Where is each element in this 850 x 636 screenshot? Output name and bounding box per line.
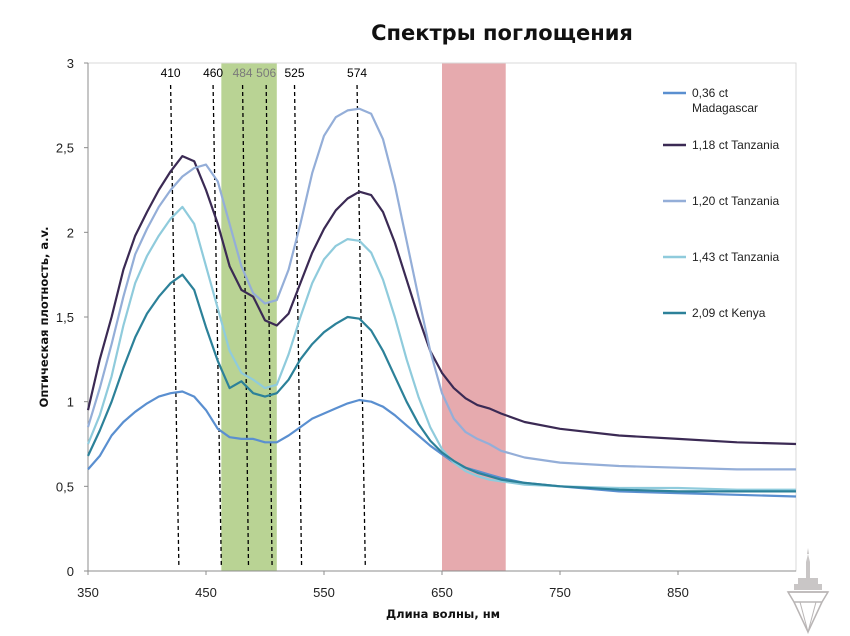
highlight-band-1	[442, 63, 506, 571]
legend-label-2: 1,20 ct Tanzania	[692, 194, 780, 208]
axes: 0 0,5 1 1,5 2 2,5 3 350 450 550 650 750 850	[56, 56, 796, 600]
marker-label-484: 484	[233, 66, 253, 80]
y-tick-label: 0,5	[56, 479, 74, 494]
marker-label-410: 410	[161, 66, 181, 80]
highlight-bands	[221, 63, 506, 571]
marker-label-574: 574	[347, 66, 367, 80]
marker-line-460	[212, 84, 222, 567]
x-tick-label: 850	[667, 585, 689, 600]
y-tick-label: 1	[67, 395, 74, 410]
university-logo-icon	[786, 548, 830, 634]
y-tick-label: 3	[67, 56, 74, 71]
legend-label-1: 1,18 ct Tanzania	[692, 138, 780, 152]
highlight-band-0	[221, 63, 277, 571]
y-tick-label: 1,5	[56, 310, 74, 325]
marker-line-484	[241, 84, 250, 567]
series-line-2	[86, 107, 796, 471]
legend: 0,36 ct Madagascar 1,18 ct Tanzania 1,20 ct…	[663, 86, 780, 320]
y-axis-label: Оптическая плотность, а.v.	[37, 227, 51, 408]
marker-line-574	[356, 84, 366, 567]
y-tick-label: 0	[67, 564, 74, 579]
series-line-1	[86, 155, 797, 446]
legend-label-4: 2,09 ct Kenya	[692, 306, 766, 320]
x-tick-label: 750	[549, 585, 571, 600]
y-tick-label: 2	[67, 225, 74, 240]
y-tick-label: 2,5	[56, 141, 74, 156]
marker-label-525: 525	[284, 66, 304, 80]
x-tick-label: 450	[195, 585, 217, 600]
marker-line-506	[265, 84, 273, 567]
x-axis-label: Длина волны, нм	[386, 607, 500, 621]
marker-line-410	[169, 84, 180, 567]
legend-label-3: 1,43 ct Tanzania	[692, 250, 780, 264]
series-lines	[86, 107, 797, 498]
x-tick-label: 650	[431, 585, 453, 600]
series-line-0	[87, 390, 797, 498]
x-tick-label: 350	[77, 585, 99, 600]
chart-title: Спектры поглощения	[371, 21, 633, 45]
legend-label-0: 0,36 ct Madagascar	[692, 86, 758, 115]
wavelength-markers: 410 460 484 506 525 574	[161, 66, 367, 567]
series-line-4	[87, 273, 796, 493]
x-tick-label: 550	[313, 585, 335, 600]
series-line-3	[86, 205, 796, 491]
marker-label-506: 506	[256, 66, 276, 80]
marker-label-460: 460	[203, 66, 223, 80]
